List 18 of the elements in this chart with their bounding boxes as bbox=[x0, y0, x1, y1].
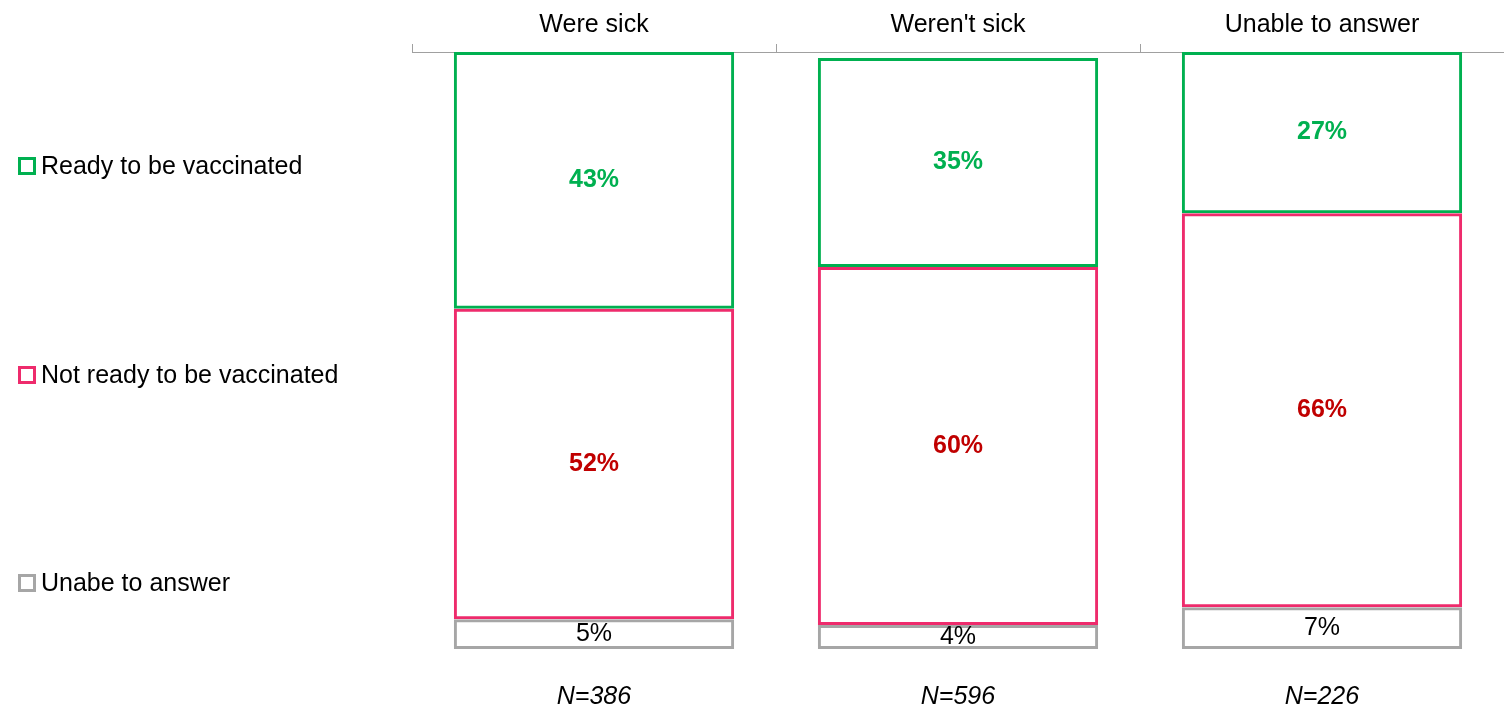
data-label: 43% bbox=[568, 164, 620, 193]
data-label: 66% bbox=[1296, 394, 1348, 423]
data-label: 7% bbox=[1303, 612, 1341, 640]
x-tick-label: Were sick bbox=[539, 8, 650, 37]
data-label: 27% bbox=[1296, 116, 1348, 145]
text: N=596 bbox=[920, 680, 996, 709]
data-label: 5% bbox=[575, 617, 613, 646]
data-label: 60% bbox=[932, 429, 984, 458]
data-label: 35% bbox=[932, 146, 984, 175]
legend-label: Unabe to answer bbox=[41, 568, 231, 597]
legend-label: Not ready to be vaccinated bbox=[41, 360, 339, 389]
legend-label: Ready to be vaccinated bbox=[41, 151, 303, 180]
text: N=226 bbox=[1284, 680, 1360, 709]
x-tick-label: Unable to answer bbox=[1224, 8, 1420, 37]
x-tick-label: Weren't sick bbox=[890, 8, 1026, 37]
data-label: 4% bbox=[939, 620, 977, 649]
data-label: 52% bbox=[568, 447, 620, 476]
text: N=386 bbox=[556, 680, 632, 709]
